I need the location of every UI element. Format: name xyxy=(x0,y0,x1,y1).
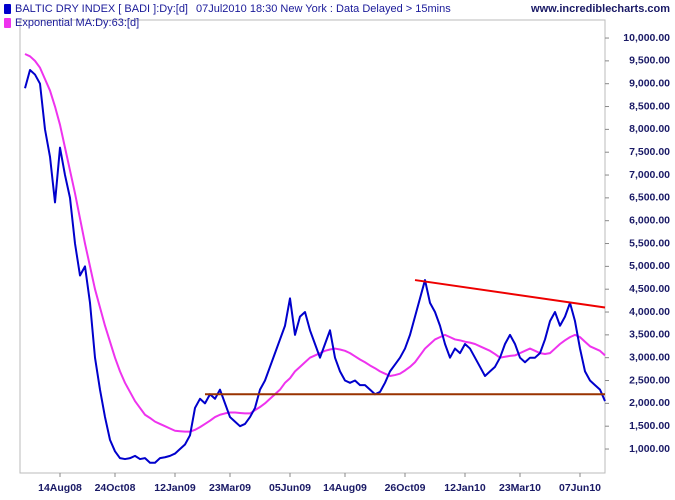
y-tick-label: 3,500.00 xyxy=(629,329,670,341)
y-tick-label: 2,000.00 xyxy=(629,397,670,409)
y-tick-label: 9,000.00 xyxy=(629,77,670,89)
x-tick-label: 14Aug09 xyxy=(323,482,367,494)
x-tick-label: 12Jan10 xyxy=(444,482,486,494)
y-tick-label: 1,500.00 xyxy=(629,420,670,432)
y-tick-label: 8,000.00 xyxy=(629,123,670,135)
series-line xyxy=(24,53,606,433)
y-tick-label: 6,500.00 xyxy=(629,192,670,204)
x-tick-label: 12Jan09 xyxy=(154,482,196,494)
y-tick-label: 2,500.00 xyxy=(629,374,670,386)
legend-label: BALTIC DRY INDEX [ BADI ]:Dy:[d] xyxy=(15,3,188,15)
y-tick-label: 3,000.00 xyxy=(629,351,670,363)
y-tick-label: 7,500.00 xyxy=(629,146,670,158)
source: www.incrediblecharts.com xyxy=(530,3,670,15)
x-tick-label: 26Oct09 xyxy=(385,482,426,494)
y-tick-label: 7,000.00 xyxy=(629,169,670,181)
y-tick-label: 8,500.00 xyxy=(629,100,670,112)
series-line xyxy=(24,69,606,464)
y-tick-label: 5,000.00 xyxy=(629,260,670,272)
legend-swatch xyxy=(4,4,11,14)
y-tick-label: 5,500.00 xyxy=(629,237,670,249)
x-tick-label: 24Oct08 xyxy=(95,482,136,494)
x-tick-label: 05Jun09 xyxy=(269,482,311,494)
x-tick-label: 14Aug08 xyxy=(38,482,82,494)
plot-frame xyxy=(19,19,606,474)
y-tick-label: 6,000.00 xyxy=(629,214,670,226)
y-tick-label: 1,000.00 xyxy=(629,443,670,455)
y-tick-label: 10,000.00 xyxy=(623,32,670,44)
y-tick-label: 9,500.00 xyxy=(629,55,670,67)
legend-label: Exponential MA:Dy:63:[d] xyxy=(15,17,139,29)
y-tick-label: 4,500.00 xyxy=(629,283,670,295)
x-tick-label: 07Jun10 xyxy=(559,482,601,494)
subtitle: 07Jul2010 18:30 New York : Data Delayed … xyxy=(196,3,451,15)
trendline xyxy=(414,279,606,309)
x-tick-label: 23Mar10 xyxy=(499,482,541,494)
legend-swatch xyxy=(4,18,11,28)
y-tick-label: 4,000.00 xyxy=(629,306,670,318)
x-tick-label: 23Mar09 xyxy=(209,482,251,494)
